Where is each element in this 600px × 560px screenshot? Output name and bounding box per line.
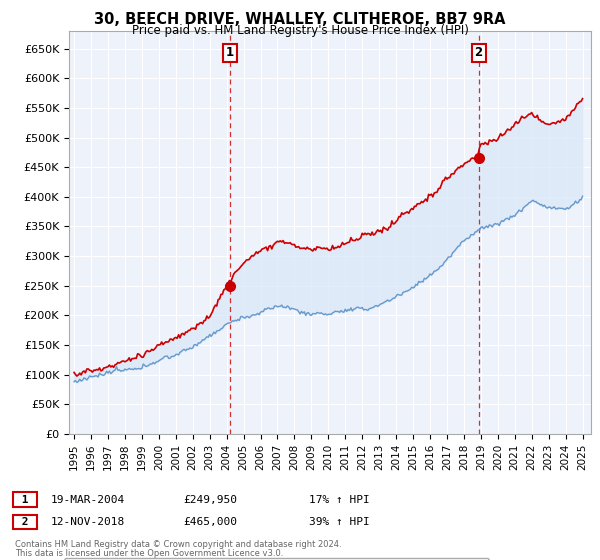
Text: £465,000: £465,000 (183, 517, 237, 527)
Text: 30, BEECH DRIVE, WHALLEY, CLITHEROE, BB7 9RA: 30, BEECH DRIVE, WHALLEY, CLITHEROE, BB7… (94, 12, 506, 27)
Text: 12-NOV-2018: 12-NOV-2018 (51, 517, 125, 527)
Text: 1: 1 (15, 494, 35, 505)
Text: 2: 2 (15, 517, 35, 527)
Legend: 30, BEECH DRIVE, WHALLEY, CLITHEROE, BB7 9RA (detached house), HPI: Average pric: 30, BEECH DRIVE, WHALLEY, CLITHEROE, BB7… (64, 558, 489, 560)
Text: This data is licensed under the Open Government Licence v3.0.: This data is licensed under the Open Gov… (15, 549, 283, 558)
Text: Price paid vs. HM Land Registry's House Price Index (HPI): Price paid vs. HM Land Registry's House … (131, 24, 469, 37)
Text: Contains HM Land Registry data © Crown copyright and database right 2024.: Contains HM Land Registry data © Crown c… (15, 540, 341, 549)
Text: 39% ↑ HPI: 39% ↑ HPI (309, 517, 370, 527)
Text: 2: 2 (475, 46, 482, 59)
Text: 19-MAR-2004: 19-MAR-2004 (51, 494, 125, 505)
Text: 1: 1 (226, 46, 234, 59)
Text: 17% ↑ HPI: 17% ↑ HPI (309, 494, 370, 505)
Text: £249,950: £249,950 (183, 494, 237, 505)
